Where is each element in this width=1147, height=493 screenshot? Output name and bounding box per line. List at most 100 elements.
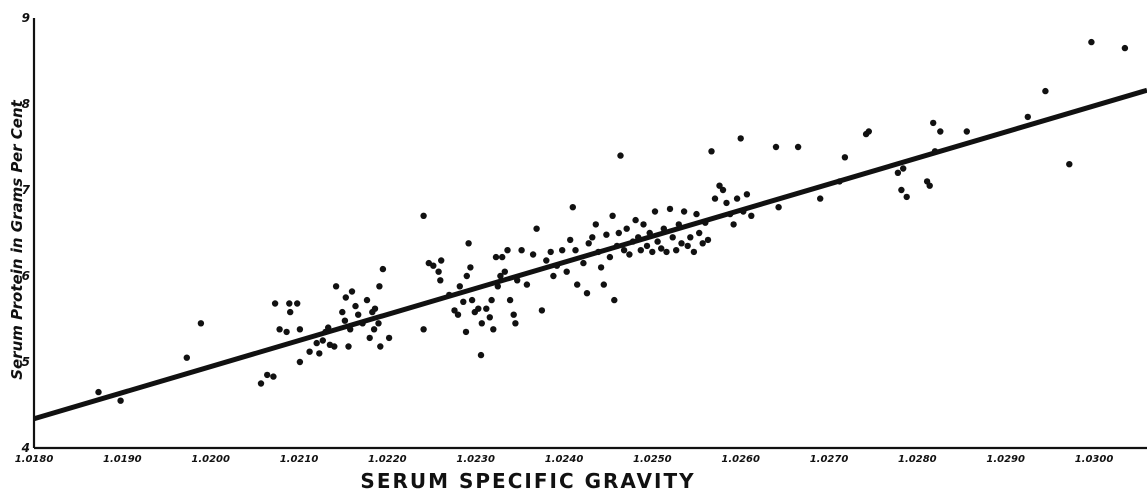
data-point xyxy=(632,216,639,224)
data-point xyxy=(609,212,616,219)
data-point xyxy=(518,247,525,254)
data-point xyxy=(615,229,622,237)
data-point xyxy=(1121,44,1129,52)
data-point xyxy=(629,238,637,245)
x-tick-label: 1.0270 xyxy=(810,454,849,465)
data-point xyxy=(468,296,476,304)
data-point xyxy=(437,277,444,284)
data-point xyxy=(467,264,474,271)
data-point xyxy=(286,300,293,307)
data-point xyxy=(366,334,373,342)
data-point xyxy=(637,247,644,254)
data-point xyxy=(775,204,782,211)
data-point xyxy=(623,225,630,232)
data-point xyxy=(325,324,332,331)
data-point xyxy=(270,373,277,380)
data-point xyxy=(617,152,624,159)
y-tick-label: 4 xyxy=(21,441,30,455)
data-point xyxy=(1088,38,1095,46)
data-point xyxy=(640,221,647,228)
x-tick-label: 1.0190 xyxy=(103,454,142,465)
data-point xyxy=(117,397,124,404)
y-tick-label: 5 xyxy=(22,355,30,369)
data-point xyxy=(462,328,470,336)
data-point xyxy=(931,148,939,155)
data-point xyxy=(937,128,944,135)
y-tick-labels: 4 5 6 7 8 9 xyxy=(21,11,31,455)
data-point xyxy=(687,234,694,241)
data-point xyxy=(483,305,490,312)
regression-line xyxy=(33,87,1147,422)
data-point xyxy=(643,242,651,250)
data-point xyxy=(690,248,698,256)
data-point xyxy=(420,326,427,333)
data-point xyxy=(494,283,501,290)
x-axis-title: SERUM SPECIFIC GRAVITY xyxy=(360,469,695,493)
x-tick-label: 1.0280 xyxy=(898,454,937,465)
data-point xyxy=(359,320,366,327)
data-point xyxy=(589,234,596,241)
data-point xyxy=(603,231,610,238)
data-point xyxy=(490,326,497,333)
x-tick-label: 1.0250 xyxy=(633,454,672,465)
data-point xyxy=(723,199,730,207)
data-point xyxy=(497,272,504,280)
data-point xyxy=(342,294,349,301)
data-point xyxy=(620,247,628,254)
data-point xyxy=(348,288,356,295)
data-point xyxy=(597,264,605,271)
data-point xyxy=(585,240,592,247)
y-tick-label: 6 xyxy=(22,269,30,283)
data-point xyxy=(903,193,910,201)
data-point xyxy=(370,326,378,333)
data-point xyxy=(743,191,751,198)
data-point xyxy=(197,320,205,327)
data-point xyxy=(569,204,576,211)
data-point xyxy=(900,165,907,172)
data-point xyxy=(580,259,587,267)
data-point xyxy=(339,308,346,316)
data-point xyxy=(435,268,442,275)
data-point xyxy=(660,225,667,232)
data-point xyxy=(296,326,304,333)
data-point xyxy=(592,221,599,228)
y-tick-label: 7 xyxy=(22,183,31,197)
data-point xyxy=(296,358,304,366)
data-point xyxy=(817,195,824,202)
data-point xyxy=(595,248,602,256)
data-point xyxy=(345,343,352,350)
data-point xyxy=(693,210,700,218)
data-point xyxy=(666,205,674,213)
data-point xyxy=(680,208,688,215)
data-point xyxy=(547,248,554,256)
data-point xyxy=(930,119,937,127)
data-point xyxy=(651,208,659,215)
x-tick-label: 1.0220 xyxy=(368,454,407,465)
data-point xyxy=(894,169,902,176)
data-point xyxy=(563,268,570,275)
data-point xyxy=(430,262,437,269)
data-point xyxy=(499,253,506,261)
data-point xyxy=(654,238,661,245)
data-point xyxy=(306,348,313,355)
data-point xyxy=(669,234,676,241)
data-point xyxy=(454,311,462,318)
data-point xyxy=(658,245,665,252)
data-point xyxy=(313,339,320,347)
data-point xyxy=(512,320,519,327)
data-point xyxy=(486,314,493,321)
data-point xyxy=(613,242,621,250)
data-point xyxy=(737,135,744,142)
data-point xyxy=(477,351,485,359)
data-points xyxy=(95,38,1129,404)
data-point xyxy=(543,257,550,264)
data-point xyxy=(385,334,393,342)
data-point xyxy=(501,268,508,275)
data-point xyxy=(488,296,495,304)
data-point xyxy=(352,302,359,310)
data-point xyxy=(95,388,102,396)
data-point xyxy=(772,143,780,151)
data-point xyxy=(567,236,574,244)
x-tick-label: 1.0200 xyxy=(191,454,230,465)
